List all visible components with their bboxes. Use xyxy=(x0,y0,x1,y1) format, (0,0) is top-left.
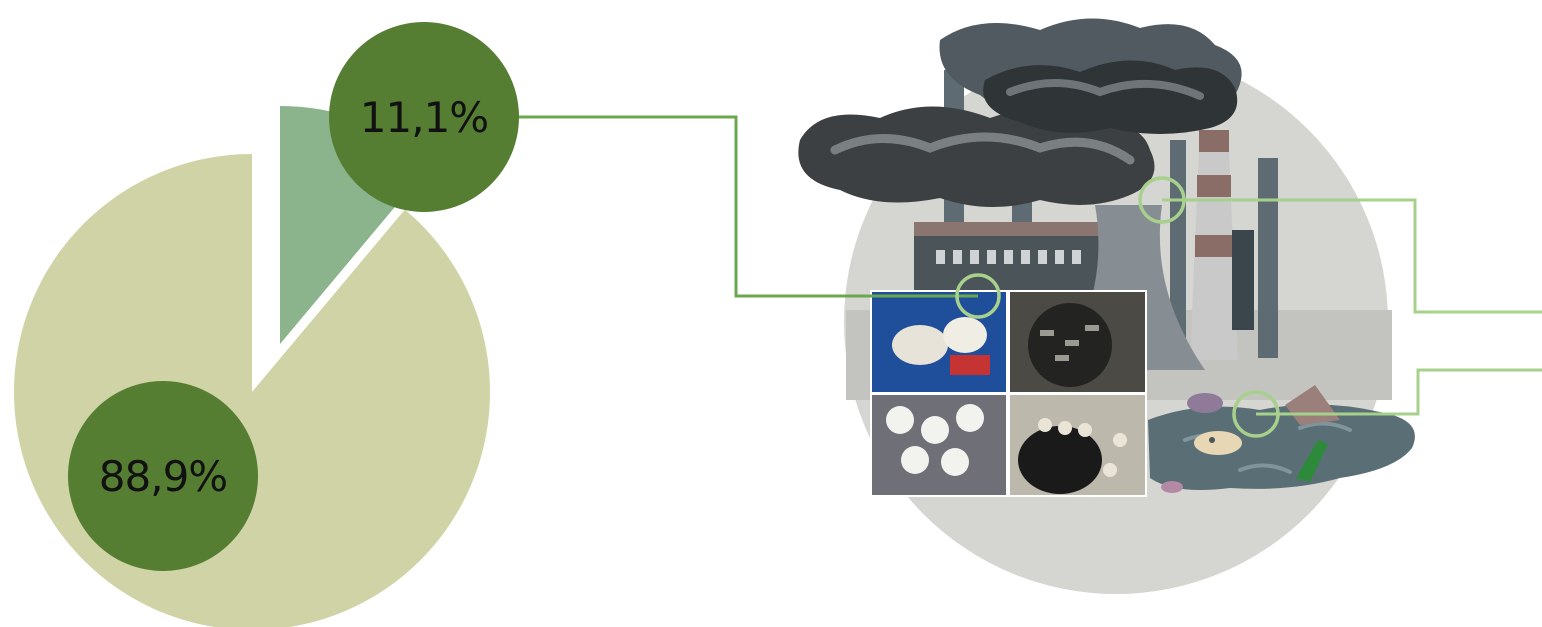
slice-label-large: 88,9% xyxy=(68,381,258,571)
pink-debris xyxy=(1161,481,1183,493)
hazardous-waste-photo-icon xyxy=(870,290,1147,497)
slice-label-small-text: 11,1% xyxy=(359,92,489,142)
polluted-water xyxy=(1148,404,1415,491)
highlight-ring-waste xyxy=(955,273,1001,319)
connector-line-factory xyxy=(1162,198,1542,314)
slice-label-large-text: 88,9% xyxy=(98,451,228,501)
dead-fish xyxy=(1194,431,1242,455)
connector-line-water xyxy=(1256,368,1542,416)
striped-chimney xyxy=(1190,130,1238,360)
purple-debris xyxy=(1187,393,1223,413)
slice-label-small: 11,1% xyxy=(329,22,519,212)
highlight-ring-water xyxy=(1232,390,1280,438)
green-bottle xyxy=(1296,440,1328,482)
highlight-ring-factory xyxy=(1138,176,1186,224)
connector-line-small xyxy=(517,115,978,298)
smoke-cloud-mid xyxy=(983,60,1238,134)
